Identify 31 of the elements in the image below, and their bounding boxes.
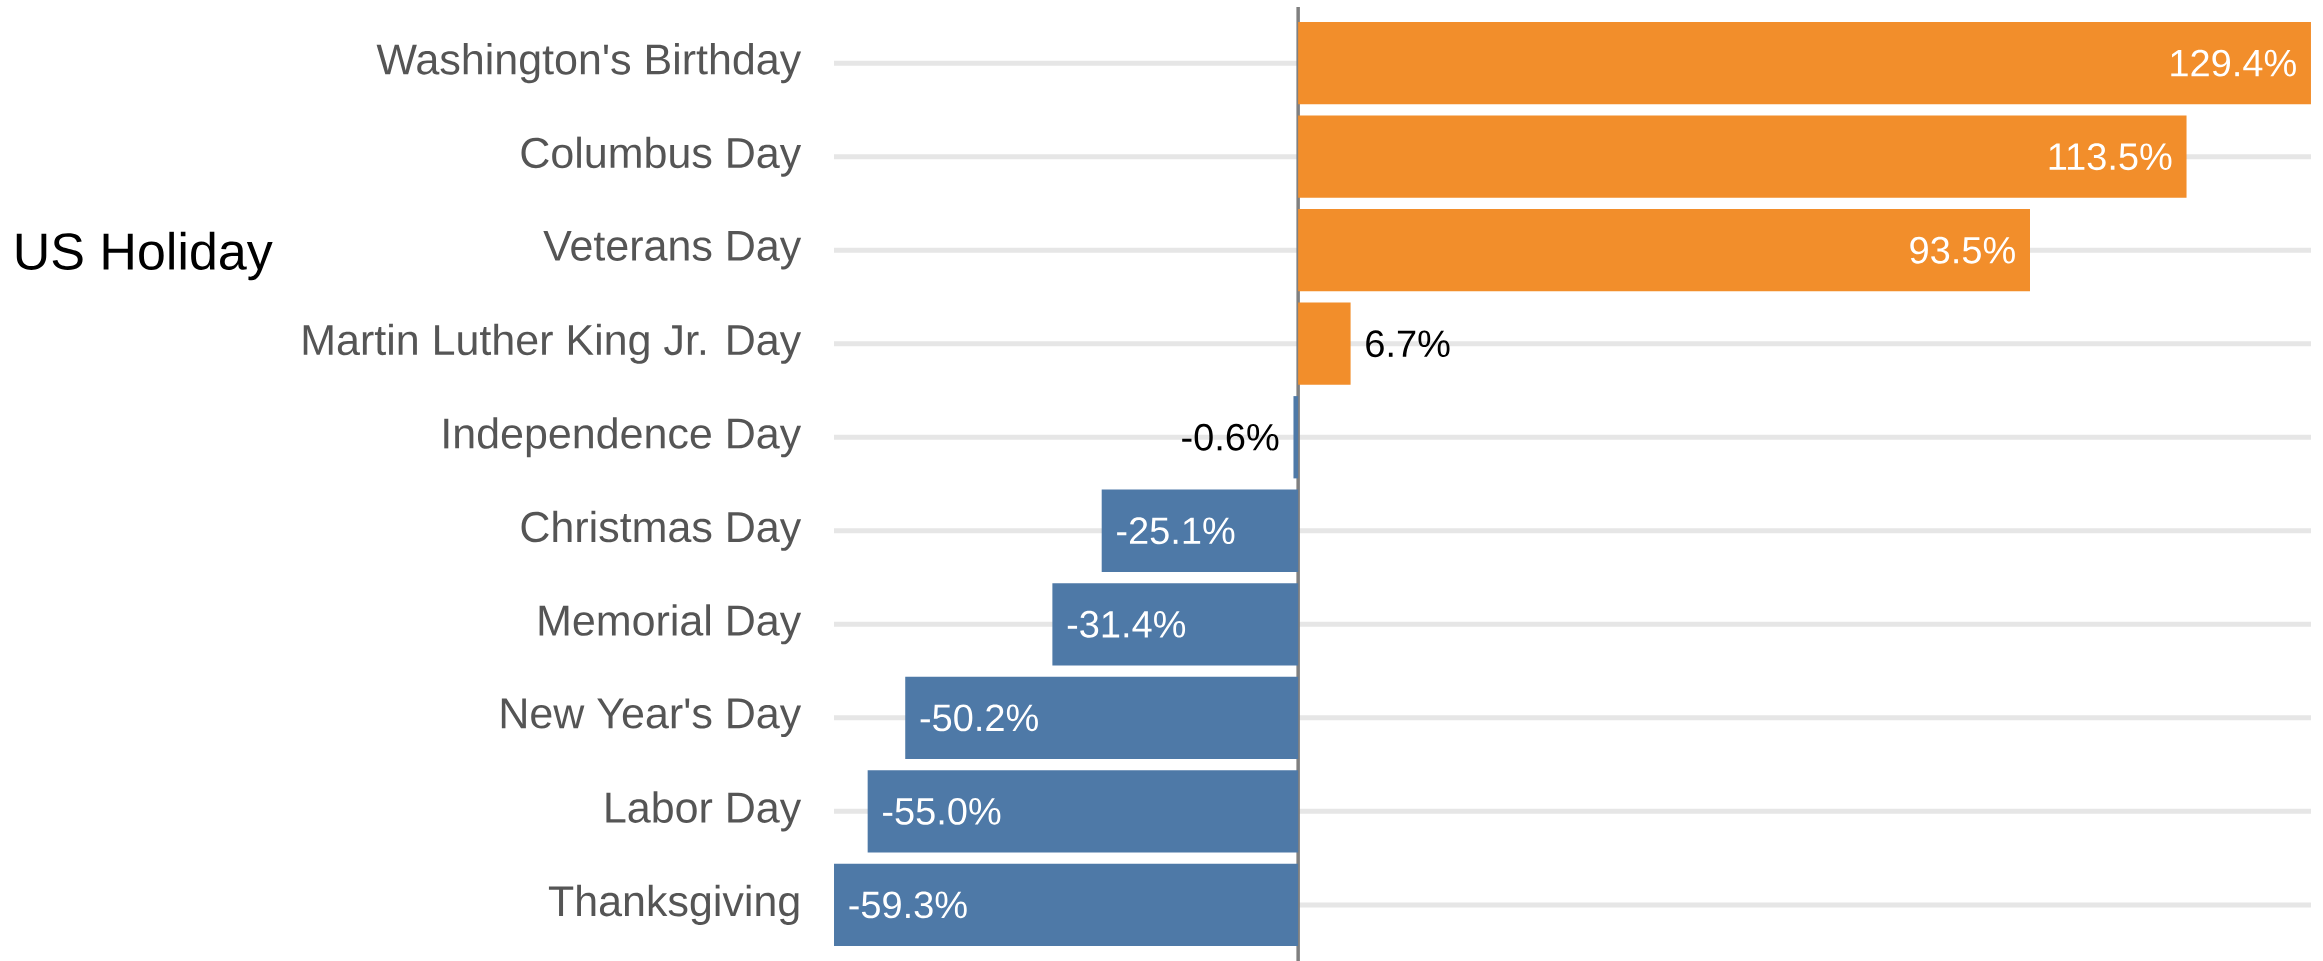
y-tick-label: Columbus Day [521, 136, 802, 177]
bar [1293, 396, 1299, 479]
data-label: -25.1% [1117, 517, 1235, 545]
y-tick-label: Memorial Day [539, 604, 802, 645]
bar [1298, 21, 2311, 105]
bar [1052, 583, 1299, 666]
data-label: -50.2% [920, 704, 1038, 732]
y-tick-label: Christmas Day [521, 510, 802, 551]
data-label: 129.4% [2171, 49, 2296, 77]
data-label: -59.3% [849, 891, 967, 919]
bar [1101, 489, 1299, 572]
data-label: 113.5% [2049, 143, 2172, 171]
bar [867, 770, 1299, 853]
y-tick-label: Thanksgiving [548, 884, 799, 925]
y-axis-title: US Holiday [16, 231, 273, 281]
bar [1298, 115, 2187, 198]
y-tick-label: Veterans Day [543, 230, 802, 270]
data-label: 6.7% [1366, 330, 1450, 358]
data-label: -55.0% [883, 797, 1001, 825]
data-label: -31.4% [1067, 610, 1186, 638]
y-tick-label: Labor Day [606, 791, 802, 832]
bar [905, 676, 1299, 759]
y-tick-label: Washington's Birthday [376, 43, 802, 84]
y-tick-label: Independence Day [444, 417, 802, 458]
data-label: -0.6% [1182, 423, 1279, 451]
data-label: 93.5% [1910, 236, 2015, 264]
bar [834, 863, 1299, 947]
bar [1298, 209, 2030, 292]
y-tick-label: New Year's Day [501, 698, 802, 738]
bar [1298, 302, 1351, 385]
y-tick-label: Martin Luther King Jr. Day [303, 323, 802, 364]
